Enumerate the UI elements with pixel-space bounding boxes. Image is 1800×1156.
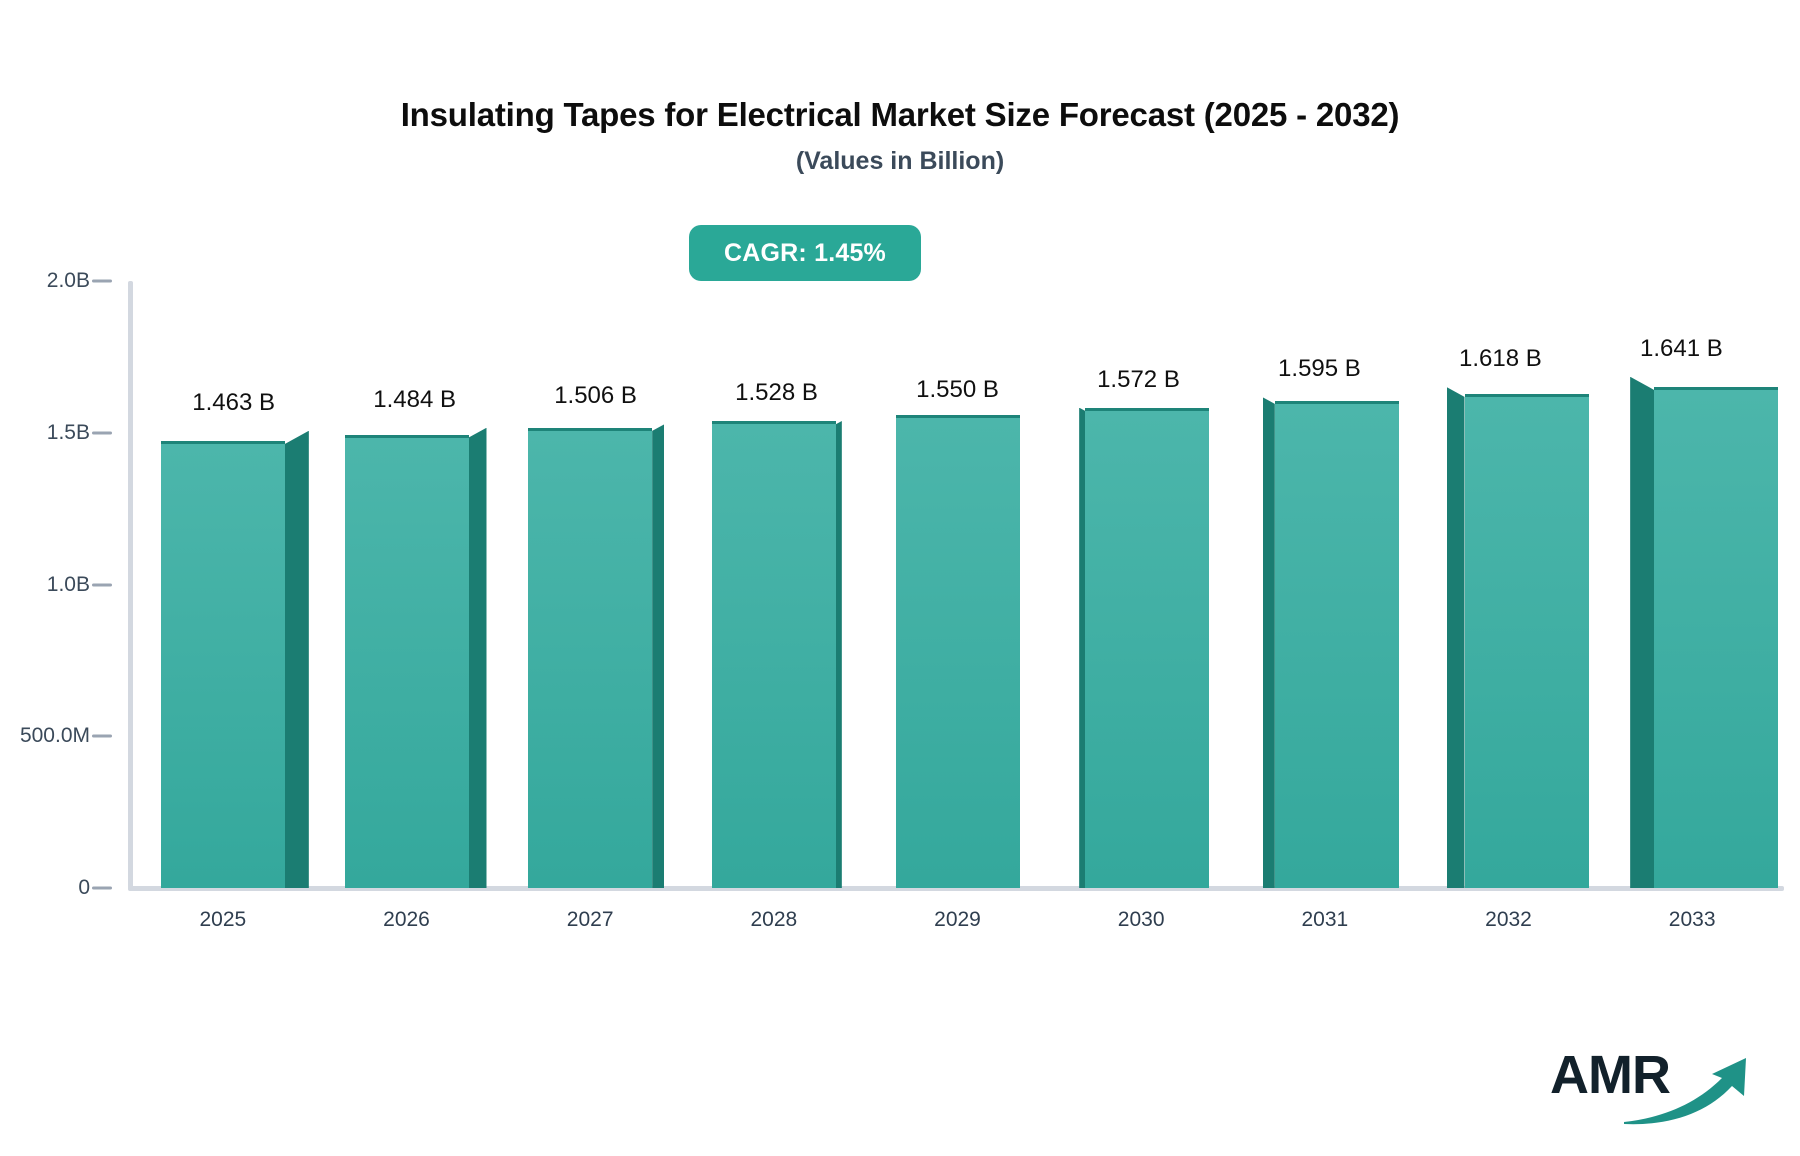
cagr-badge: CAGR: 1.45% (689, 225, 921, 281)
bar-side-face (284, 430, 309, 888)
bar-front-face (1464, 393, 1589, 888)
bar-side-face (835, 420, 842, 888)
bar-side-face (1446, 387, 1465, 888)
bar (711, 420, 842, 888)
bar-value-label: 1.463 B (192, 388, 275, 416)
y-axis-tick-mark (92, 431, 112, 435)
logo-text: AMR (1550, 1045, 1671, 1105)
bar-value-label: 1.641 B (1639, 334, 1723, 362)
bar (344, 427, 487, 888)
bar (895, 414, 1020, 888)
y-axis-tick-mark (92, 583, 112, 586)
chart-subtitle: (Values in Billion) (795, 147, 1005, 175)
growth-arrow-icon (1624, 1058, 1746, 1125)
y-axis-tick-label: 0 (78, 876, 90, 899)
bar-front-face (344, 434, 469, 888)
bar-value-label: 1.550 B (916, 375, 999, 403)
x-axis-category-label: 2026 (383, 908, 430, 931)
x-axis-category-label: 2027 (566, 908, 614, 931)
x-axis-category-label: 2031 (1301, 908, 1349, 931)
bar-value-label: 1.506 B (554, 382, 637, 410)
bar-side-face (652, 424, 665, 888)
y-axis-tick-label: 500.0M (19, 724, 90, 748)
bar-front-face (528, 427, 653, 888)
y-axis-tick-label: 2.0B (46, 269, 90, 292)
bar (528, 424, 665, 888)
x-axis-category-label: 2029 (934, 908, 981, 931)
bar (1079, 407, 1210, 888)
chart-title: Insulating Tapes for Electrical Market S… (400, 96, 1400, 133)
x-axis-category-label: 2028 (750, 908, 798, 931)
bar-side-face (1262, 397, 1275, 888)
bar-value-label: 1.595 B (1278, 355, 1361, 383)
y-axis-tick-mark (92, 734, 112, 738)
x-axis-category-label: 2032 (1485, 908, 1532, 931)
bar-value-label: 1.572 B (1097, 365, 1180, 393)
bar-side-face (1630, 376, 1655, 888)
bar-front-face (160, 440, 285, 888)
bar (1262, 397, 1399, 888)
bar-front-face (895, 414, 1020, 888)
bar (1446, 387, 1589, 888)
y-axis-tick-label: 1.5B (46, 420, 90, 444)
y-axis-line (128, 281, 133, 890)
cagr-badge-label: CAGR: 1.45% (724, 238, 886, 267)
bar-front-face (1085, 407, 1210, 888)
bar-value-label: 1.528 B (735, 378, 818, 406)
bar-front-face (1274, 400, 1399, 888)
x-axis-line (128, 886, 1784, 891)
bar-side-face (1079, 407, 1086, 888)
bar-side-face (468, 427, 487, 888)
x-axis-category-label: 2033 (1668, 908, 1716, 931)
bar (160, 430, 309, 888)
amr-logo: AMR (1550, 1036, 1760, 1126)
x-axis-category-label: 2030 (1117, 908, 1165, 931)
bar-front-face (1654, 386, 1779, 888)
y-axis-tick-mark (92, 279, 112, 283)
bar-value-label: 1.484 B (373, 385, 456, 413)
bar-value-label: 1.618 B (1459, 345, 1542, 373)
y-axis-tick-mark (92, 886, 112, 890)
x-axis-category-label: 2025 (199, 908, 247, 931)
bar-front-face (711, 421, 836, 888)
bar (1630, 376, 1779, 888)
y-axis-tick-label: 1.0B (46, 572, 90, 596)
